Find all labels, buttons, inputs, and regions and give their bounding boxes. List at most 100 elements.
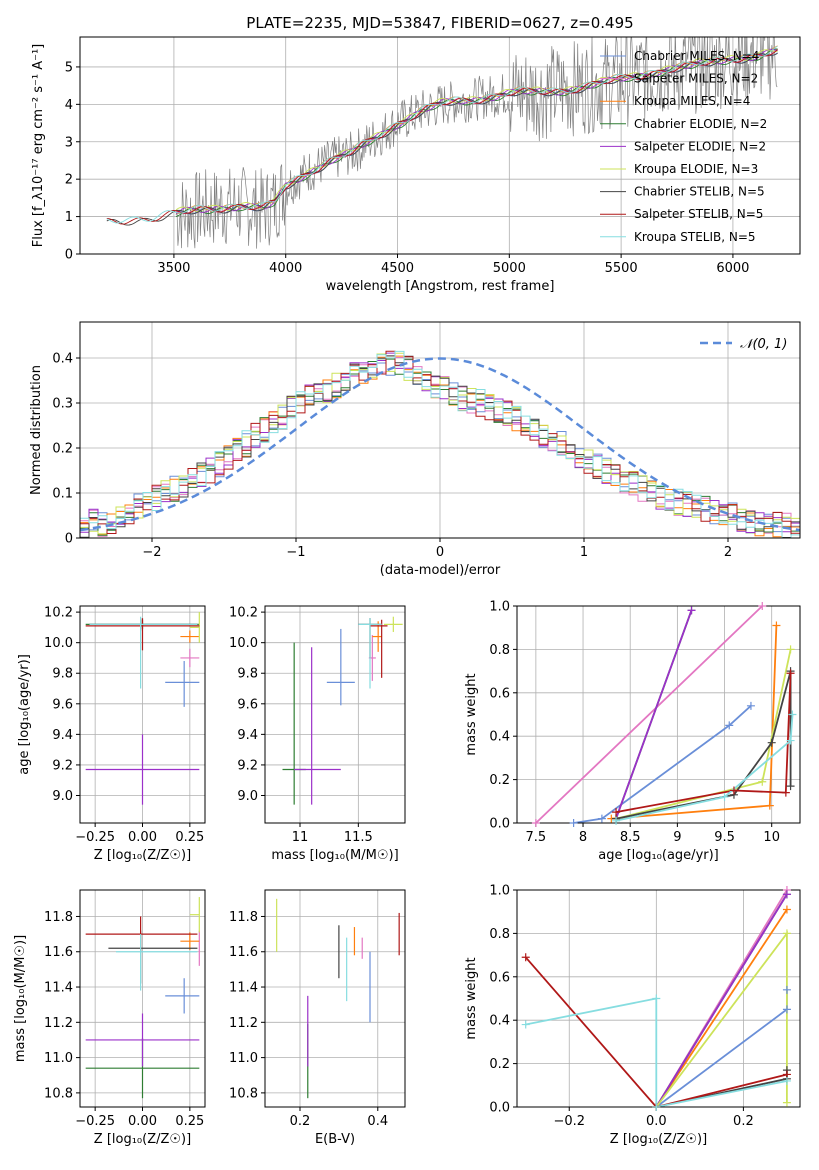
weight-line-salpeter-elodie — [615, 609, 693, 820]
y-tick-label: 0.4 — [52, 352, 73, 367]
axes-frame — [79, 36, 801, 255]
weight-marker — [597, 814, 606, 823]
panel-mass-vs-ebv: 0.2 0.4 10.8 11.0 11.2 11.4 11.6 11.8 E(B-V) — [229, 889, 406, 1147]
x-tick-label: 0.25 — [175, 830, 204, 845]
weight-marker — [782, 905, 791, 914]
model-spectrum-chabrier-stelib — [106, 52, 778, 226]
y-tick-label: 1.0 — [489, 600, 510, 615]
y-axis-label: Normed distribution — [29, 365, 44, 495]
weight-marker — [652, 994, 661, 1003]
axes-frame — [264, 605, 406, 824]
weight-marker — [720, 792, 729, 801]
y-tick-label: 11.8 — [44, 910, 73, 925]
panel-age-vs-mass: 11 11.5 9.0 9.2 9.4 9.6 9.8 10.0 10.2 mass [log₁₀… — [229, 605, 406, 863]
x-tick-label: −0.25 — [75, 830, 115, 845]
y-axis-label: age [log₁₀(age/yr)] — [17, 654, 32, 775]
y-tick-label: 10.0 — [229, 636, 258, 651]
normal-curve — [80, 357, 800, 532]
weight-marker — [782, 1076, 791, 1085]
weight-marker — [782, 1098, 791, 1107]
weight-marker — [758, 602, 767, 610]
y-tick-label: 9.0 — [237, 789, 258, 804]
y-tick-label: 10.2 — [44, 606, 73, 621]
x-tick-label: 8 — [579, 830, 587, 845]
y-tick-label: 9.0 — [52, 789, 73, 804]
y-tick-label: 9.6 — [52, 697, 73, 712]
y-tick-label: 0.3 — [52, 397, 73, 412]
legend-label: Kroupa ELODIE, N=3 — [634, 162, 758, 176]
weight-marker — [612, 808, 621, 817]
chart-title: PLATE=2235, MJD=53847, FIBERID=0627, z=0… — [246, 14, 633, 32]
y-axis-label: Flux [f_λ10⁻¹⁷ erg cm⁻² s⁻¹ A⁻¹] — [31, 44, 46, 248]
axes-frame — [516, 605, 801, 824]
weight-line-salpeter-miles — [535, 606, 763, 823]
weight-marker — [765, 801, 774, 810]
y-tick-label: 0.2 — [489, 773, 510, 788]
x-tick-label: 1 — [580, 545, 588, 560]
x-tick-label: 0.2 — [733, 1114, 754, 1129]
x-tick-label: 0.0 — [646, 1114, 667, 1129]
x-tick-label: 11.5 — [344, 830, 373, 845]
x-tick-label: 6000 — [716, 261, 749, 276]
legend-label: 𝒩(0, 1) — [740, 337, 787, 352]
weight-marker — [772, 621, 781, 630]
plot-area — [85, 612, 200, 805]
y-tick-label: 5 — [65, 60, 73, 75]
y-tick-label: 10.2 — [229, 606, 258, 621]
y-tick-label: 11.4 — [229, 981, 258, 996]
y-tick-label: 0.6 — [489, 970, 510, 985]
weight-line-kroupa-miles — [611, 625, 778, 820]
weight-line-salpeter-elodie — [655, 893, 788, 1107]
x-tick-label: 0.00 — [128, 1114, 157, 1129]
x-axis-label: Z [log₁₀(Z/Z☉)] — [610, 1132, 707, 1147]
legend-label: Salpeter ELODIE, N=2 — [634, 139, 766, 153]
plot-area — [80, 350, 800, 538]
panel-mass-weight-vs-age: 7.5 8 8.5 9 9.5 10 0.0 0.2 0.4 0.6 0.8 1.0 age [log₁… — [464, 600, 801, 863]
y-axis-label: mass weight — [464, 673, 479, 755]
histogram-kroupa-elodie — [80, 352, 800, 535]
y-tick-label: 10.0 — [44, 636, 73, 651]
x-axis-label: E(B-V) — [315, 1132, 355, 1147]
histogram-kroupa-stelib — [80, 350, 800, 538]
legend: Chabrier MILES, N=4 Salpeter MILES, N=2 Kr… — [600, 49, 767, 244]
weight-marker — [782, 985, 791, 994]
model-spectrum-salpeter-stelib — [106, 49, 778, 225]
x-axis-label: (data-model)/error — [380, 563, 501, 578]
weight-marker — [612, 816, 621, 825]
weight-line-kroupa-stelib — [525, 997, 788, 1107]
y-tick-label: 0.2 — [489, 1057, 510, 1072]
y-tick-label: 9.8 — [52, 667, 73, 682]
y-tick-label: 9.6 — [237, 697, 258, 712]
x-tick-label: 10 — [763, 830, 780, 845]
x-tick-label: 9.5 — [714, 830, 735, 845]
axes-frame — [79, 605, 206, 824]
y-axis-label: mass [log₁₀(M/M☉)] — [13, 935, 28, 1062]
axes-frame — [264, 889, 406, 1108]
legend-label: Kroupa MILES, N=4 — [634, 94, 750, 108]
y-axis-label: mass weight — [464, 957, 479, 1039]
plot-area — [282, 616, 403, 805]
x-tick-label: 5500 — [605, 261, 638, 276]
weight-marker — [788, 710, 797, 719]
observed-spectrum — [175, 37, 778, 249]
y-tick-label: 0.0 — [489, 1101, 510, 1116]
y-tick-label: 0.0 — [489, 817, 510, 832]
model-spectrum-kroupa-elodie — [175, 49, 778, 212]
x-axis-label: mass [log₁₀(M/M☉)] — [271, 848, 398, 863]
y-tick-label: 9.4 — [237, 728, 258, 743]
x-tick-label: 11 — [292, 830, 309, 845]
plot-area — [106, 37, 778, 249]
weight-line-salpeter-stelib — [615, 673, 792, 813]
weight-line-kroupa-miles — [655, 909, 788, 1107]
y-tick-label: 10.8 — [44, 1086, 73, 1101]
panel-residuals: −2 −1 0 1 2 0 0.1 0.2 0.3 0.4 (data-model)/error No… — [29, 321, 801, 578]
y-tick-label: 11.2 — [44, 1016, 73, 1031]
x-tick-label: 5000 — [493, 261, 526, 276]
weight-line-kroupa-elodie — [615, 649, 792, 820]
x-tick-label: 7.5 — [526, 830, 547, 845]
weight-marker — [531, 819, 540, 827]
x-tick-label: 0.25 — [175, 1114, 204, 1129]
x-tick-label: 4000 — [269, 261, 302, 276]
x-tick-label: −0.25 — [75, 1114, 115, 1129]
weight-marker — [767, 738, 776, 747]
